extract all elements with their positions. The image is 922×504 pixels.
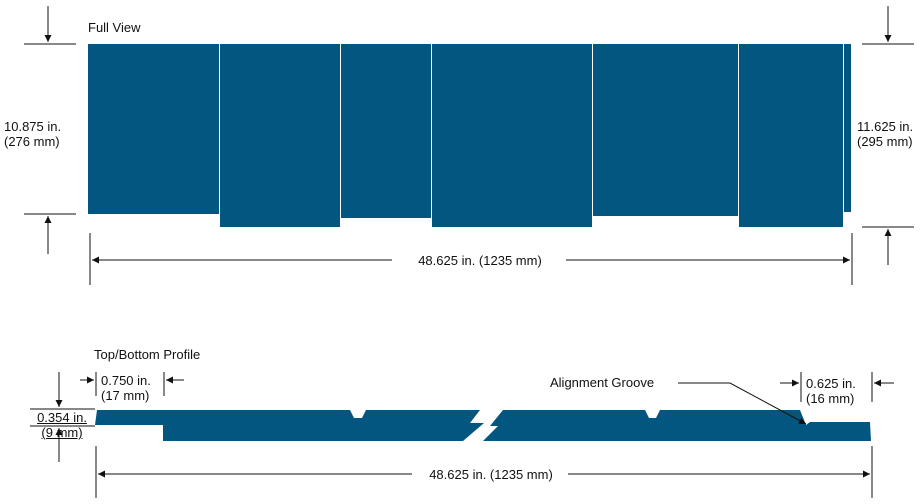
full-width-dimension bbox=[89, 233, 853, 285]
full-width-label: 48.625 in. (1235 mm) bbox=[418, 253, 542, 268]
profile-title: Top/Bottom Profile bbox=[94, 347, 201, 362]
left-height-mm: (276 mm) bbox=[4, 134, 60, 149]
alignment-groove-leader bbox=[678, 382, 807, 425]
right-offset-label: 0.625 in. (16 mm) bbox=[806, 376, 856, 406]
panel-segment bbox=[432, 44, 592, 227]
panel-segment bbox=[739, 44, 843, 227]
left-offset-label: 0.750 in. (17 mm) bbox=[101, 373, 151, 403]
alignment-groove-label: Alignment Groove bbox=[550, 375, 655, 390]
right-height-mm: (295 mm) bbox=[857, 134, 913, 149]
left-offset-dimension bbox=[80, 372, 184, 396]
full-view-title: Full View bbox=[88, 20, 141, 35]
panel-segment bbox=[88, 44, 219, 214]
panel-segment bbox=[844, 44, 851, 212]
left-offset-mm: (17 mm) bbox=[101, 388, 150, 403]
profile-width-label: 48.625 in. (1235 mm) bbox=[429, 467, 553, 482]
full-view-panel bbox=[88, 44, 851, 227]
profile-right-piece bbox=[483, 410, 871, 441]
right-height-label: 11.625 in. (295 mm) bbox=[857, 119, 921, 149]
profile-panel bbox=[95, 410, 871, 441]
panel-segment bbox=[593, 44, 738, 216]
left-height-label: 10.875 in. (276 mm) bbox=[4, 119, 84, 149]
profile-left-piece bbox=[95, 410, 484, 441]
panel-segment bbox=[341, 44, 431, 218]
panel-segment bbox=[220, 44, 340, 227]
right-offset-dimension bbox=[780, 372, 894, 402]
thickness-label: 0.354 in. (9 mm) bbox=[30, 410, 94, 440]
right-offset-in: 0.625 in. bbox=[806, 376, 856, 391]
left-height-dimension bbox=[24, 6, 76, 254]
thickness-mm: (9 mm) bbox=[41, 425, 83, 440]
right-height-in: 11.625 in. bbox=[857, 119, 914, 134]
thickness-dimension bbox=[30, 372, 95, 462]
thickness-in: 0.354 in. bbox=[37, 410, 87, 425]
right-offset-mm: (16 mm) bbox=[806, 391, 855, 406]
profile-width-dimension bbox=[95, 446, 873, 498]
right-height-dimension bbox=[862, 6, 914, 265]
left-height-in: 10.875 in. bbox=[4, 119, 62, 134]
left-offset-in: 0.750 in. bbox=[101, 373, 151, 388]
